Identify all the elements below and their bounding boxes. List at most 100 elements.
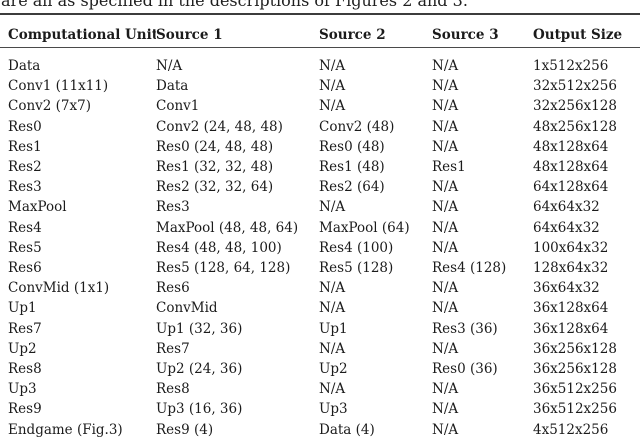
table-row: Data N/A N/A N/A 1x512x256 — [0, 48, 640, 77]
table-cell: 64x64x32 — [533, 219, 600, 236]
table-cell: 36x256x128 — [533, 340, 617, 357]
table-cell: N/A — [319, 98, 346, 115]
table-cell: Res7 — [8, 320, 42, 337]
table-cell: 48x128x64 — [533, 138, 609, 155]
table-cell: 36x64x32 — [533, 280, 600, 297]
caption-text: are all as specified in the descriptions… — [1, 0, 468, 10]
table-cell: Up1 — [319, 320, 348, 337]
table-cell: N/A — [432, 401, 459, 418]
table-cell: 48x128x64 — [533, 159, 609, 176]
table-row: Res4 MaxPool (48, 48, 64) MaxPool (64) N/A 6… — [0, 218, 640, 238]
table-cell: 36x128x64 — [533, 300, 609, 317]
column-header-source-1: Source 1 — [156, 14, 319, 48]
table-cell: 32x512x256 — [533, 78, 617, 95]
table-cell: N/A — [432, 421, 459, 438]
table-row: Endgame (Fig.3) Res9 (4) Data (4) N/A 4x512x… — [0, 420, 640, 439]
table-body: Data N/A N/A N/A 1x512x256 Conv1 (11x11) Data N… — [0, 48, 640, 439]
table-cell: Res3 — [156, 199, 190, 216]
table-cell: Res2 — [8, 159, 42, 176]
computational-units-table: Computational Unit Source 1 Source 2 Source… — [0, 13, 640, 439]
table-cell: Conv1 (11x11) — [8, 78, 109, 95]
table-cell: MaxPool — [8, 199, 67, 216]
table-cell: Res2 (64) — [319, 179, 385, 196]
table-cell: Res0 (48) — [319, 138, 385, 155]
table-row: Up3 Res8 N/A N/A 36x512x256 — [0, 379, 640, 399]
table-cell: Up2 — [8, 340, 37, 357]
table-cell: N/A — [319, 78, 346, 95]
table-cell: Up1 — [8, 300, 37, 317]
table-cell: N/A — [432, 280, 459, 297]
table-cell: Res4 (100) — [319, 239, 394, 256]
table-row: Res1 Res0 (24, 48, 48) Res0 (48) N/A 48x128x… — [0, 137, 640, 157]
table-cell: 64x64x32 — [533, 199, 600, 216]
table-cell: N/A — [319, 340, 346, 357]
table-cell: ConvMid (1x1) — [8, 280, 110, 297]
table-row: Res0 Conv2 (24, 48, 48) Conv2 (48) N/A 48x25… — [0, 117, 640, 137]
table-cell: N/A — [156, 58, 183, 74]
table-cell: 32x256x128 — [533, 98, 617, 115]
table-cell: Res6 — [8, 260, 42, 277]
table-cell: 1x512x256 — [533, 58, 609, 74]
table-cell: Res7 — [156, 340, 190, 357]
table-cell: Res0 — [8, 118, 42, 135]
table-cell: MaxPool (64) — [319, 219, 410, 236]
table-row: Res5 Res4 (48, 48, 100) Res4 (100) N/A 100x6… — [0, 238, 640, 258]
table-cell: N/A — [319, 381, 346, 398]
table-header: Computational Unit Source 1 Source 2 Source… — [0, 14, 640, 48]
table-cell: Conv2 (48) — [319, 118, 395, 135]
header-row: Computational Unit Source 1 Source 2 Source… — [0, 14, 640, 48]
table-cell: N/A — [432, 219, 459, 236]
table-row: Res9 Up3 (16, 36) Up3 N/A 36x512x256 — [0, 399, 640, 419]
table-cell: Res2 (32, 32, 64) — [156, 179, 274, 196]
table-cell: 36x128x64 — [533, 320, 609, 337]
table-cell: Res1 (32, 32, 48) — [156, 159, 274, 176]
table-cell: N/A — [432, 381, 459, 398]
table-cell: Res1 (48) — [319, 159, 385, 176]
table-cell: Res5 (128) — [319, 260, 394, 277]
table-cell: Up3 — [319, 401, 348, 418]
table-cell: N/A — [432, 58, 459, 74]
table-cell: N/A — [432, 138, 459, 155]
table-cell: Res5 — [8, 239, 42, 256]
column-header-output-size: Output Size — [533, 14, 640, 48]
table-cell: Res9 (4) — [156, 421, 214, 438]
table-row: Conv1 (11x11) Data N/A N/A 32x512x256 — [0, 76, 640, 96]
table-cell: 4x512x256 — [533, 421, 609, 438]
table-cell: Up3 (16, 36) — [156, 401, 243, 418]
table-cell: Res1 — [8, 138, 42, 155]
table-cell: Res5 (128, 64, 128) — [156, 260, 291, 277]
table-cell: 64x128x64 — [533, 179, 609, 196]
table-cell: N/A — [319, 199, 346, 216]
table-cell: Res8 — [8, 361, 42, 378]
table-cell: Res3 — [8, 179, 42, 196]
table-row: Res6 Res5 (128, 64, 128) Res5 (128) Res4 (1… — [0, 258, 640, 278]
table-row: Res2 Res1 (32, 32, 48) Res1 (48) Res1 48x128… — [0, 157, 640, 177]
table-cell: Up1 (32, 36) — [156, 320, 243, 337]
column-header-source-3: Source 3 — [432, 14, 533, 48]
table-cell: Data — [156, 78, 189, 95]
table-cell: Up2 — [319, 361, 348, 378]
table-cell: Res0 (24, 48, 48) — [156, 138, 274, 155]
table-cell: N/A — [432, 340, 459, 357]
table-cell: Res0 (36) — [432, 361, 498, 378]
table-cell: N/A — [319, 280, 346, 297]
table-cell: 36x256x128 — [533, 361, 617, 378]
table-cell: Up2 (24, 36) — [156, 361, 243, 378]
table-cell: Conv2 (7x7) — [8, 98, 91, 115]
table-cell: N/A — [319, 300, 346, 317]
table-cell: N/A — [432, 98, 459, 115]
table-row: Conv2 (7x7) Conv1 N/A N/A 32x256x128 — [0, 96, 640, 116]
table-cell: Res4 (48, 48, 100) — [156, 239, 282, 256]
table-cell: N/A — [319, 58, 346, 74]
table-row: ConvMid (1x1) Res6 N/A N/A 36x64x32 — [0, 278, 640, 298]
table-cell: 48x256x128 — [533, 118, 617, 135]
table-row: MaxPool Res3 N/A N/A 64x64x32 — [0, 197, 640, 217]
table-cell: 128x64x32 — [533, 260, 609, 277]
table-cell: Res6 — [156, 280, 190, 297]
table-cell: Conv2 (24, 48, 48) — [156, 118, 283, 135]
table-cell: Res1 — [432, 159, 466, 176]
column-header-computational-unit: Computational Unit — [0, 14, 156, 48]
table-row: Res8 Up2 (24, 36) Up2 Res0 (36) 36x256x128 — [0, 359, 640, 379]
table-row: Up1 ConvMid N/A N/A 36x128x64 — [0, 298, 640, 318]
